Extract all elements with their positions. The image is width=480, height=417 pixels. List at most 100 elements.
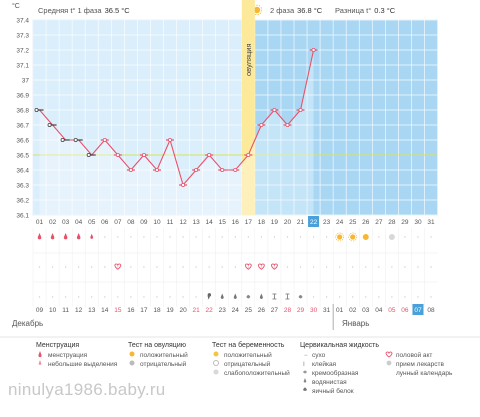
empty-dot	[325, 236, 328, 238]
y-tick-label: 37	[22, 78, 30, 85]
temperature-point	[128, 167, 133, 172]
x-tick-label: 13	[193, 219, 201, 226]
empty-dot	[312, 236, 315, 238]
empty-dot	[130, 296, 132, 298]
empty-dot	[260, 266, 263, 268]
x-tick-label: 19	[271, 219, 279, 226]
empty-dot	[221, 236, 223, 238]
temperature-point	[207, 152, 212, 157]
calendar-date-label: 30	[310, 307, 318, 314]
temperature-fill	[39, 50, 314, 215]
heart-icon	[270, 263, 278, 270]
empty-dot	[51, 296, 54, 298]
calendar-date-label: 29	[297, 307, 305, 314]
calendar-date-label: 17	[140, 307, 148, 314]
empty-dot	[299, 266, 302, 268]
x-tick-label: 27	[375, 219, 383, 226]
svg-text:клейкая: клейкая	[312, 360, 337, 368]
empty-dot	[247, 236, 250, 238]
heart-icon	[385, 351, 393, 358]
empty-dot	[338, 266, 341, 268]
y-tick-label: 36.8	[16, 108, 29, 115]
empty-dot	[391, 296, 393, 298]
calendar-date-label: 26	[258, 307, 266, 314]
calendar-date-label: 21	[193, 307, 201, 314]
empty-dot	[130, 236, 132, 238]
temperature-point	[285, 123, 290, 128]
empty-dot	[391, 266, 393, 268]
ovulation-positive-ring	[335, 232, 345, 242]
empty-dot	[273, 236, 276, 238]
creamy-icon	[298, 295, 303, 299]
x-tick-label: 18	[258, 219, 266, 226]
watery-icon	[303, 378, 307, 383]
legend-pregnancy-test: Тест на беременность положительный отриц…	[212, 341, 290, 377]
empty-dot	[143, 266, 145, 268]
empty-dot	[325, 296, 328, 298]
y-tick-label: 37.3	[16, 33, 29, 40]
empty-dot	[286, 266, 289, 268]
temperature-series	[34, 48, 318, 187]
x-tick-label: 10	[153, 219, 161, 226]
empty-dot	[169, 266, 171, 268]
legend: Менструация менструация небольшие выделе…	[0, 336, 480, 395]
calendar-date-label: 23	[219, 307, 227, 314]
svg-text:прием лекарств: прием лекарств	[396, 361, 445, 368]
empty-dot	[38, 296, 41, 298]
svg-text:сухо: сухо	[312, 352, 326, 359]
empty-dot	[417, 266, 419, 268]
empty-dot	[182, 266, 184, 268]
x-tick-label: 01	[36, 219, 44, 226]
cervical-icon	[207, 293, 212, 300]
empty-dot	[312, 296, 315, 298]
calendar-date-label: 04	[375, 307, 383, 314]
current-date-box	[412, 304, 424, 315]
empty-dot	[195, 266, 197, 268]
empty-dot	[299, 236, 302, 238]
ovulation-positive-icon	[362, 234, 369, 240]
y-tick-label: 36.4	[16, 168, 29, 175]
ovulation-positive-icon	[337, 234, 343, 240]
ovulation-positive-icon	[350, 234, 356, 240]
x-tick-label: 07	[114, 219, 122, 226]
empty-dot	[169, 236, 171, 238]
empty-dot	[156, 236, 158, 238]
x-tick-label: 11	[167, 219, 174, 226]
watery-icon	[220, 293, 224, 299]
x-tick-label: 02	[49, 219, 57, 226]
calendar-date-label: 12	[75, 307, 83, 314]
empty-dot	[104, 266, 106, 268]
phase1-label: Средняя t° 1 фаза 36.5 °C	[38, 6, 130, 15]
x-tick-label: 28	[388, 219, 396, 226]
y-tick-label: 37.2	[16, 48, 29, 55]
empty-dot	[77, 296, 80, 298]
calendar-date-label: 06	[401, 307, 409, 314]
legend-cervical: Цервикальная жидкость − сухо Ι клейкая к…	[300, 342, 379, 395]
empty-dot	[195, 296, 197, 298]
empty-dot	[156, 296, 158, 298]
legend-other: половой акт прием лекарств лунный календ…	[385, 351, 453, 377]
x-tick-label: 16	[232, 219, 240, 226]
empty-dot	[143, 296, 145, 298]
empty-dot	[77, 266, 80, 268]
calendar-date-label: 13	[88, 307, 96, 314]
ovulation-positive-ring	[348, 232, 358, 242]
empty-dot	[247, 266, 250, 268]
phase2-label: 2 фаза 36.8 °C	[270, 6, 323, 15]
svg-text:положительный: положительный	[224, 351, 272, 359]
temperature-point	[194, 167, 199, 172]
x-tick-label: 30	[414, 219, 422, 226]
x-tick-label: 15	[219, 219, 227, 226]
empty-dot	[169, 296, 171, 298]
x-tick-label: 21	[297, 219, 305, 226]
x-tick-label: 24	[336, 219, 344, 226]
moon-icon	[388, 369, 391, 375]
month-label-january: Январь	[342, 319, 369, 328]
watery-icon	[259, 293, 263, 299]
temperature-point	[233, 167, 238, 172]
empty-dot	[104, 236, 106, 238]
menstruation-drop-icon	[50, 233, 55, 240]
calendar-date-label: 15	[114, 307, 122, 314]
empty-dot	[312, 266, 315, 268]
svg-text:Тест на овуляцию: Тест на овуляцию	[128, 342, 186, 349]
